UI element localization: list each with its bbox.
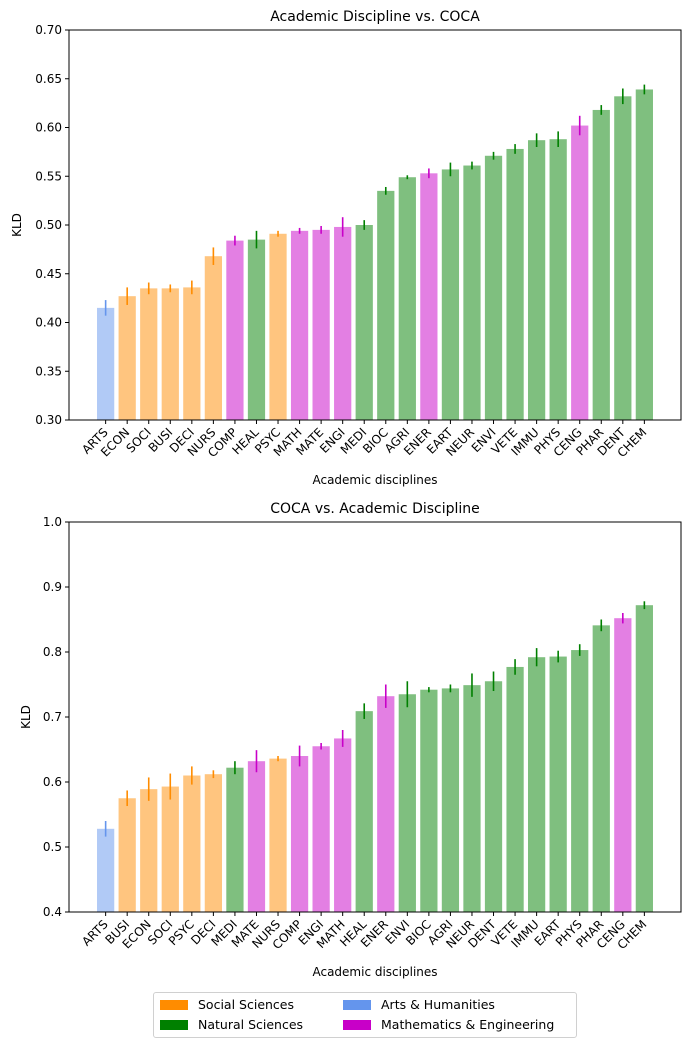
bar-dent bbox=[484, 681, 503, 912]
bar-dent bbox=[614, 96, 632, 421]
y-tick-label: 0.5 bbox=[43, 840, 62, 854]
bar-chem bbox=[635, 89, 653, 420]
bar-agri bbox=[441, 688, 460, 912]
bar-mate bbox=[312, 229, 330, 420]
bar-arts bbox=[97, 828, 115, 912]
y-tick-label: 0.70 bbox=[35, 23, 62, 37]
bar-ceng bbox=[571, 125, 589, 421]
legend-item-arts: Arts & Humanities bbox=[343, 997, 495, 1012]
y-tick-label: 1.0 bbox=[43, 515, 62, 529]
bar-agri bbox=[398, 177, 416, 420]
y-tick-label: 0.55 bbox=[35, 169, 62, 183]
bar-medi bbox=[226, 767, 244, 912]
chart-title: COCA vs. Academic Discipline bbox=[270, 501, 480, 517]
bar-phys bbox=[549, 139, 567, 420]
bar-nurs bbox=[204, 256, 222, 420]
legend-swatch-math bbox=[343, 1019, 371, 1030]
bar-eart bbox=[549, 656, 567, 912]
legend-swatch-social bbox=[160, 999, 188, 1010]
bar-immu bbox=[528, 657, 546, 912]
bar-econ bbox=[140, 789, 158, 912]
bar-comp bbox=[226, 240, 244, 420]
bar-psyc bbox=[269, 233, 287, 420]
y-tick-label: 0.60 bbox=[35, 121, 62, 135]
y-tick-label: 0.40 bbox=[35, 316, 62, 330]
bar-busi bbox=[118, 798, 136, 912]
legend-label-natural: Natural Sciences bbox=[198, 1017, 304, 1032]
bar-arts bbox=[97, 307, 115, 420]
legend-swatch-natural bbox=[160, 1019, 188, 1030]
bar-envi bbox=[484, 155, 503, 420]
axes-frame bbox=[68, 29, 682, 421]
legend-label-social: Social Sciences bbox=[198, 997, 295, 1012]
chart-2: 0.40.50.60.70.80.91.0ARTSBUSIECONSOCIPSY… bbox=[19, 501, 682, 979]
bar-neur bbox=[463, 165, 481, 420]
y-tick-label: 0.6 bbox=[43, 775, 62, 789]
bar-eart bbox=[441, 169, 460, 420]
bar-vete bbox=[506, 148, 524, 420]
bar-heal bbox=[355, 711, 373, 912]
bar-econ bbox=[118, 296, 136, 420]
y-tick-label: 0.45 bbox=[35, 267, 62, 281]
x-axis-label: Academic disciplines bbox=[312, 473, 437, 487]
legend-label-math: Mathematics & Engineering bbox=[381, 1017, 555, 1032]
y-tick-label: 0.4 bbox=[43, 905, 62, 919]
y-tick-label: 0.50 bbox=[35, 218, 62, 232]
bar-deci bbox=[204, 774, 222, 912]
axes-frame bbox=[68, 521, 682, 913]
y-tick-label: 0.7 bbox=[43, 710, 62, 724]
x-axis-label: Academic disciplines bbox=[312, 965, 437, 979]
bar-soci bbox=[140, 288, 158, 420]
bar-heal bbox=[247, 239, 266, 420]
bar-ener bbox=[377, 696, 395, 912]
y-axis-label: KLD bbox=[10, 213, 24, 237]
bar-phar bbox=[592, 625, 610, 912]
bar-neur bbox=[463, 685, 481, 912]
bar-deci bbox=[183, 287, 201, 420]
legend-swatch-arts bbox=[343, 999, 371, 1010]
y-axis-label: KLD bbox=[19, 705, 33, 729]
bar-phys bbox=[571, 650, 589, 912]
y-tick-label: 0.65 bbox=[35, 72, 62, 86]
y-tick-label: 0.35 bbox=[35, 364, 62, 378]
bar-chem bbox=[635, 605, 653, 912]
charts-svg: 0.300.350.400.450.500.550.600.650.70ARTS… bbox=[10, 9, 682, 979]
bar-vete bbox=[506, 666, 524, 912]
legend-label-arts: Arts & Humanities bbox=[381, 997, 495, 1012]
chart-title: Academic Discipline vs. COCA bbox=[270, 9, 480, 25]
bar-math bbox=[334, 738, 352, 912]
bar-engi bbox=[312, 746, 330, 912]
bar-engi bbox=[334, 226, 352, 420]
y-tick-label: 0.30 bbox=[35, 413, 62, 427]
bar-soci bbox=[161, 786, 179, 912]
legend: Social Sciences Arts & Humanities Natura… bbox=[153, 992, 577, 1038]
legend-item-social: Social Sciences bbox=[160, 997, 294, 1012]
bar-phar bbox=[592, 109, 610, 420]
bar-medi bbox=[355, 225, 373, 420]
bar-ceng bbox=[614, 618, 632, 912]
bar-immu bbox=[528, 140, 546, 421]
bar-bioc bbox=[420, 689, 438, 912]
bar-nurs bbox=[269, 758, 287, 912]
bar-bioc bbox=[377, 190, 395, 420]
legend-item-natural: Natural Sciences bbox=[160, 1017, 303, 1032]
legend-item-math: Mathematics & Engineering bbox=[343, 1017, 554, 1032]
bar-comp bbox=[290, 756, 309, 912]
bar-ener bbox=[420, 173, 438, 420]
bar-mate bbox=[247, 761, 266, 912]
bar-psyc bbox=[183, 775, 201, 912]
bar-math bbox=[290, 230, 309, 420]
y-tick-label: 0.9 bbox=[43, 580, 62, 594]
bar-busi bbox=[161, 288, 179, 420]
chart-1: 0.300.350.400.450.500.550.600.650.70ARTS… bbox=[10, 9, 682, 487]
bar-envi bbox=[398, 694, 416, 912]
y-tick-label: 0.8 bbox=[43, 645, 62, 659]
